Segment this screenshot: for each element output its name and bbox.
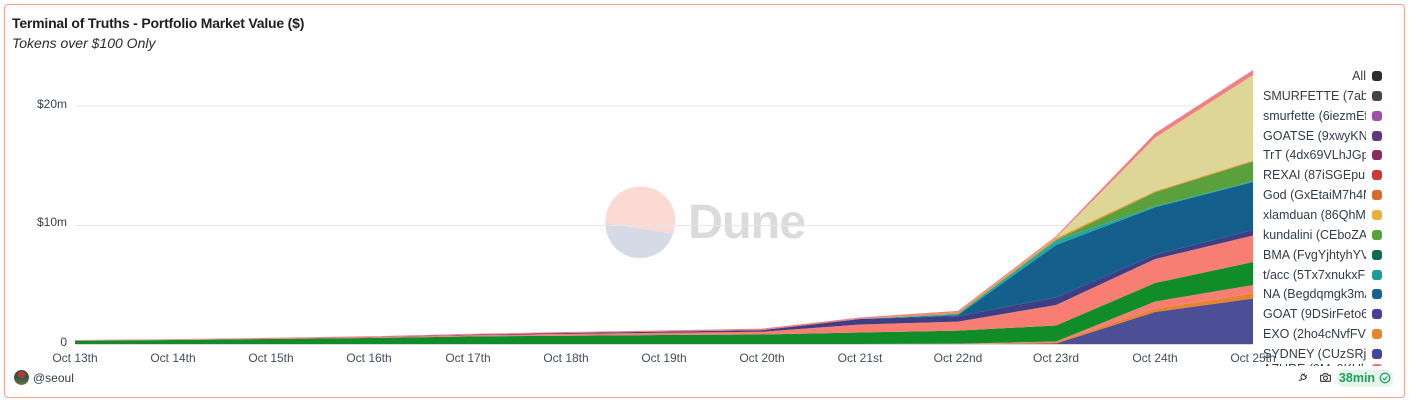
svg-text:Dune: Dune (688, 195, 805, 249)
